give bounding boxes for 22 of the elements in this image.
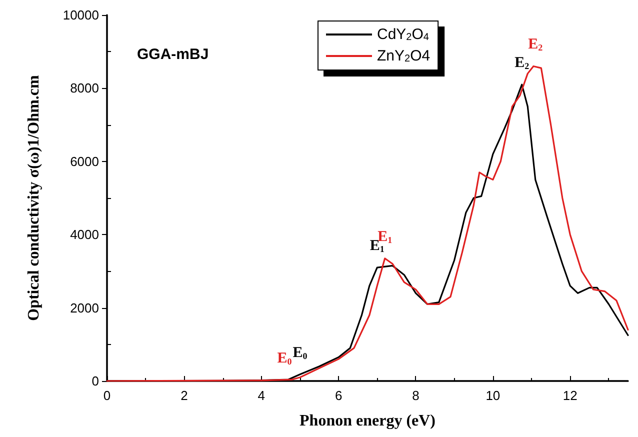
x-tick-label: 4 <box>258 388 265 403</box>
legend-label: ZnY2O4 <box>377 48 430 64</box>
x-tick-label: 12 <box>562 388 578 403</box>
annotation: E2 <box>514 55 530 72</box>
x-tick-label: 2 <box>180 388 188 403</box>
x-axis-title: Phonon energy (eV) <box>300 412 436 430</box>
legend-label: CdY2O4 <box>377 26 430 43</box>
y-tick-label: 2000 <box>70 300 99 316</box>
annotation: E0 <box>292 344 308 361</box>
y-axis-title: Optical conductivity σ(ω)1/Ohm.cm <box>26 74 42 321</box>
y-tick-label: 6000 <box>70 154 99 169</box>
annotation: E2 <box>528 36 544 53</box>
annotation: E0 <box>277 350 292 366</box>
x-tick-label: 8 <box>412 388 420 403</box>
x-tick-label: 10 <box>486 388 500 403</box>
y-tick-label: 0 <box>92 374 99 388</box>
x-tick-label: 6 <box>334 388 342 403</box>
annotation: GGA-mBJ <box>137 46 209 63</box>
x-tick-label: 0 <box>103 388 111 403</box>
y-tick-label: 4000 <box>70 227 99 242</box>
y-tick-label: 10000 <box>62 8 99 22</box>
y-tick-label: 8000 <box>70 80 99 96</box>
